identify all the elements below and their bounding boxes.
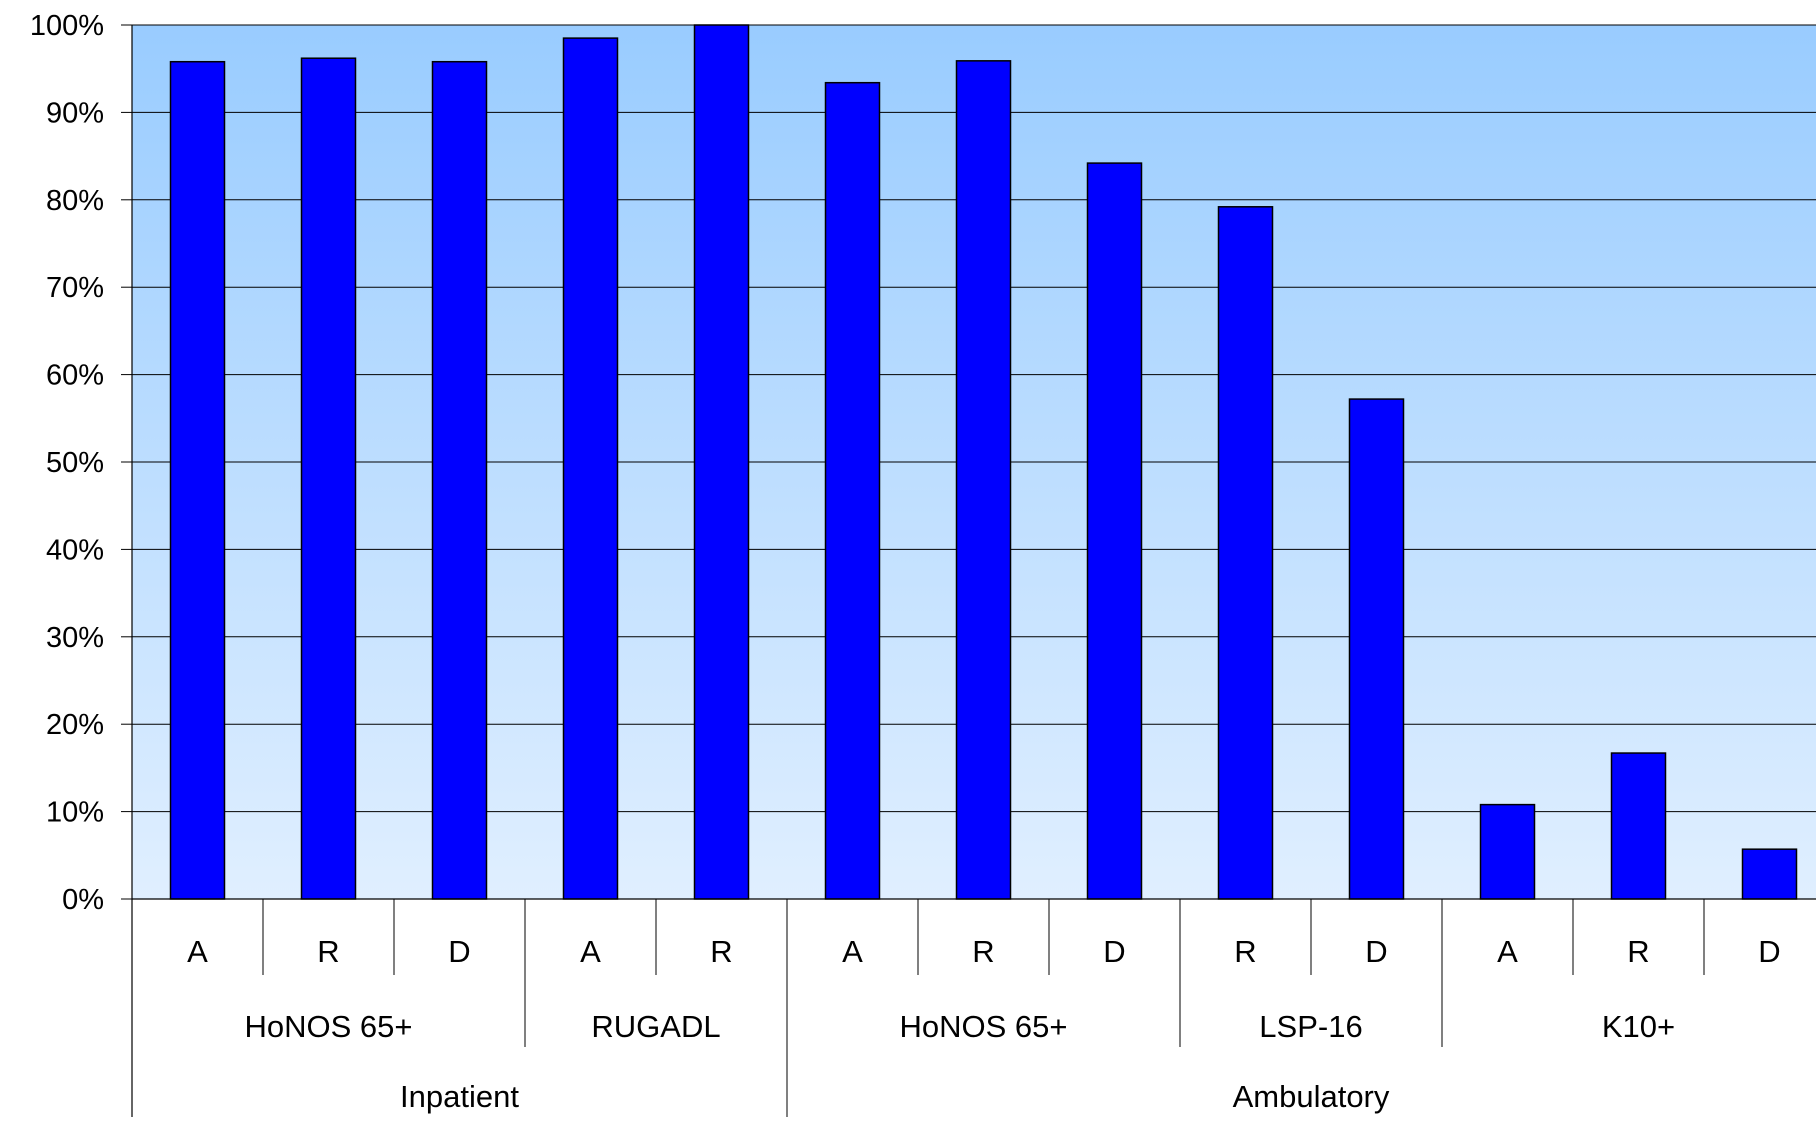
y-tick-label: 10% [46,797,104,829]
bar [1217,206,1274,900]
x-category-label: R [1627,934,1649,969]
x-category-label: R [1234,934,1256,969]
bar [562,37,619,900]
bar [1610,752,1667,900]
bars [169,24,1798,900]
y-tick-label: 70% [46,272,104,304]
bar [955,60,1012,900]
y-tick-label: 50% [46,447,104,479]
bar [300,57,357,900]
y-tick-label: 20% [46,709,104,741]
x-category-label: R [317,934,339,969]
bar [1741,848,1798,900]
group-label: K10+ [1602,1009,1675,1044]
y-tick-label: 40% [46,534,104,566]
bar [1086,162,1143,900]
y-tick-labels: 0% 10% 20% 30% 40% 50% 60% 70% 80% 90% 100% [30,10,104,916]
bar [1348,398,1405,900]
bar [169,60,226,900]
y-tick-label: 80% [46,185,104,217]
bar [1479,803,1536,900]
x-category-label: A [187,934,208,969]
bar [431,60,488,900]
x-category-label: A [1497,934,1518,969]
x-category-labels: A R D A R A R D R D A R D HoNOS 65+ RUGADL HoNOS 65+ LSP… [187,934,1781,1114]
supergroup-label: Ambulatory [1233,1079,1390,1114]
y-tick-label: 90% [46,97,104,129]
x-category-label: D [1365,934,1387,969]
bar [693,24,750,900]
supergroup-label: Inpatient [400,1079,519,1114]
group-label: LSP-16 [1259,1009,1362,1044]
group-label: HoNOS 65+ [899,1009,1067,1044]
y-tick-label: 60% [46,360,104,392]
x-category-label: D [1103,934,1125,969]
x-category-label: R [972,934,994,969]
axes [121,24,1816,1117]
y-tick-label: 100% [30,10,104,42]
x-category-label: A [842,934,863,969]
x-category-label: A [580,934,601,969]
y-tick-label: 30% [46,622,104,654]
group-label: RUGADL [591,1009,720,1044]
x-category-label: D [1758,934,1780,969]
group-label: HoNOS 65+ [244,1009,412,1044]
y-tick-label: 0% [62,884,104,916]
bar [824,81,881,900]
x-category-label: R [710,934,732,969]
x-category-label: D [448,934,470,969]
